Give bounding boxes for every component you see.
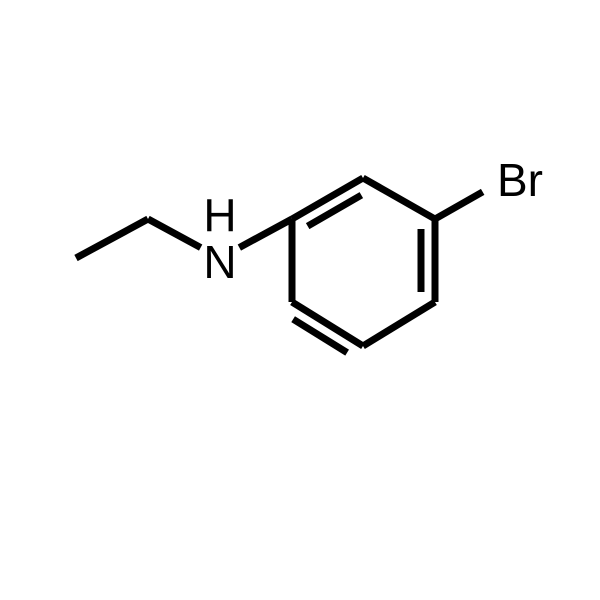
bond bbox=[363, 302, 435, 346]
bond bbox=[76, 219, 148, 258]
chemical-structure: NH Br bbox=[0, 0, 600, 600]
bond bbox=[363, 178, 435, 219]
bond bbox=[148, 219, 201, 248]
bond bbox=[308, 195, 362, 226]
bond bbox=[435, 192, 483, 219]
bond bbox=[293, 319, 347, 352]
bond bbox=[239, 219, 292, 248]
bromine-label: Br bbox=[497, 154, 543, 206]
hydrogen-label: H bbox=[203, 190, 236, 242]
nitrogen-label: N bbox=[203, 236, 236, 288]
